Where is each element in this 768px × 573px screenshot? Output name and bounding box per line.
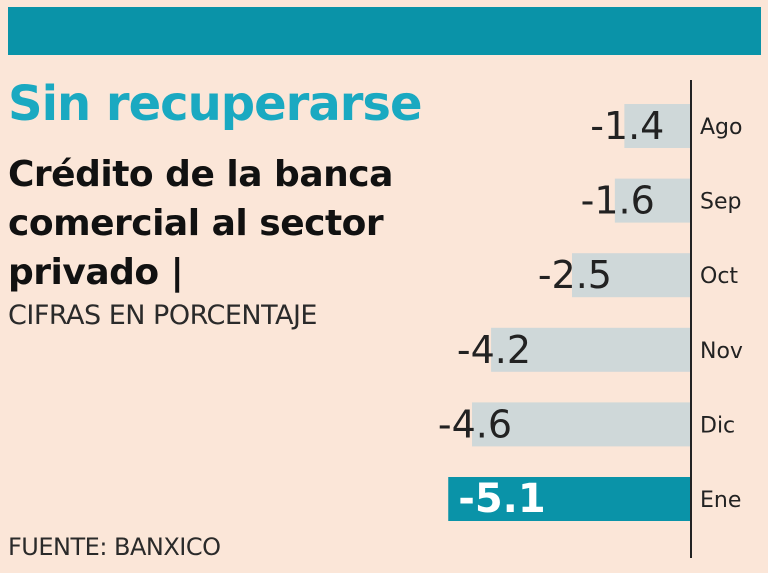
value-label: -1.6 <box>581 179 655 223</box>
bar-dic <box>472 402 691 447</box>
category-label: Dic <box>700 413 735 438</box>
bar-sep <box>614 178 691 223</box>
bar-ene <box>448 477 691 521</box>
source-label: FUENTE: BANXICO <box>8 533 221 561</box>
bar-nov <box>491 327 691 372</box>
units-label: CIFRAS EN PORCENTAJE <box>8 300 318 331</box>
header-band <box>8 7 761 55</box>
bar-ago <box>624 104 691 148</box>
bar-oct <box>572 253 691 298</box>
category-label: Nov <box>700 339 743 364</box>
chart-title: Sin recuperarse <box>8 76 423 132</box>
category-label: Ago <box>700 115 742 140</box>
value-label: -4.2 <box>457 328 531 372</box>
category-label: Ene <box>700 488 741 513</box>
category-label: Oct <box>700 264 738 289</box>
chart-subtitle: Crédito de la banca comercial al sector … <box>8 154 393 293</box>
category-label: Sep <box>700 190 741 215</box>
value-label: -1.4 <box>590 104 664 148</box>
value-label: -5.1 <box>458 476 545 522</box>
value-label: -2.5 <box>538 253 612 297</box>
value-label: -4.6 <box>438 402 512 446</box>
